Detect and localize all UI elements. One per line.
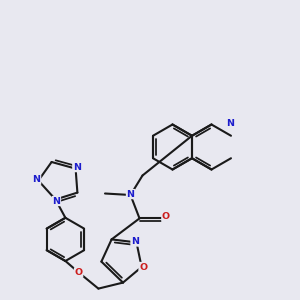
Text: N: N: [226, 119, 234, 128]
Text: N: N: [52, 196, 60, 206]
Text: N: N: [73, 163, 81, 172]
Text: O: O: [139, 262, 147, 272]
Text: O: O: [162, 212, 170, 221]
Text: N: N: [131, 237, 139, 246]
Text: O: O: [74, 268, 83, 277]
Text: N: N: [127, 190, 134, 199]
Text: N: N: [33, 175, 41, 184]
